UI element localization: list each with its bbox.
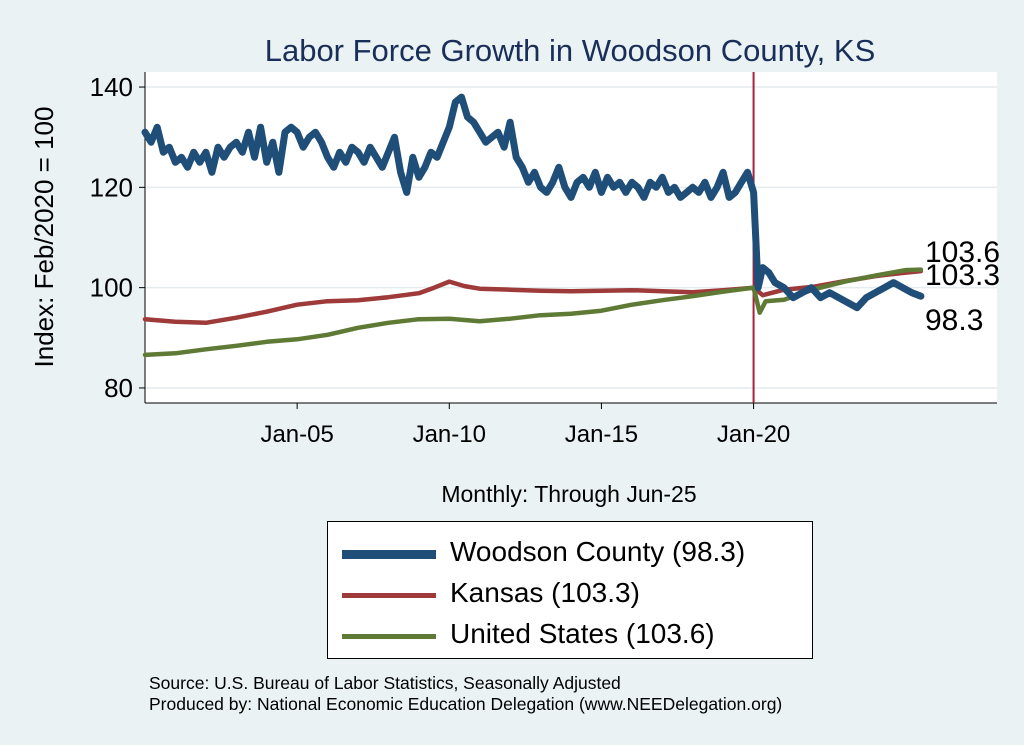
series-line-woodson-county — [141, 93, 925, 312]
legend-item-woodson: Woodson County (98.3) — [328, 534, 812, 574]
grid — [145, 86, 997, 389]
y-tick-label-120: 120 — [90, 172, 133, 202]
legend-swatch-united-states — [342, 634, 436, 639]
series-lines — [141, 72, 925, 403]
legend-swatch-kansas — [342, 593, 436, 598]
end-label-kansas: 103.3 — [925, 259, 1000, 292]
y-tick-label-80: 80 — [104, 373, 133, 403]
axes — [139, 72, 997, 409]
legend-swatch-woodson — [342, 550, 436, 559]
y-tick-label-100: 100 — [90, 273, 133, 303]
x-tick-label-Jan-15: Jan-15 — [565, 421, 638, 448]
plot-area — [145, 72, 997, 403]
legend: Woodson County (98.3) Kansas (103.3) Uni… — [327, 521, 813, 659]
x-axis-label: Monthly: Through Jun-25 — [441, 481, 696, 507]
legend-item-kansas: Kansas (103.3) — [328, 575, 812, 615]
legend-label-united-states: United States (103.6) — [450, 618, 715, 649]
x-tick-label-Jan-05: Jan-05 — [260, 421, 333, 448]
source-note: Source: U.S. Bureau of Labor Statistics,… — [149, 673, 621, 693]
y-axis-label: Index: Feb/2020 = 100 — [29, 107, 59, 368]
x-tick-label-Jan-10: Jan-10 — [413, 421, 486, 448]
end-label-woodson: 98.3 — [925, 304, 983, 337]
produced-by-note: Produced by: National Economic Education… — [149, 694, 783, 714]
tick-labels: 80 100 120 140 Jan-05 Jan-10 Jan-15 Jan-20 — [90, 72, 791, 448]
end-label-united-states: 103.6 — [925, 236, 1000, 269]
legend-label-woodson: Woodson County (98.3) — [450, 536, 746, 567]
y-tick-label-140: 140 — [90, 72, 133, 102]
legend-label-kansas: Kansas (103.3) — [450, 577, 640, 608]
chart-title: Labor Force Growth in Woodson County, KS — [265, 33, 876, 68]
x-tick-label-Jan-20: Jan-20 — [717, 421, 790, 448]
legend-item-united-states: United States (103.6) — [328, 616, 812, 656]
